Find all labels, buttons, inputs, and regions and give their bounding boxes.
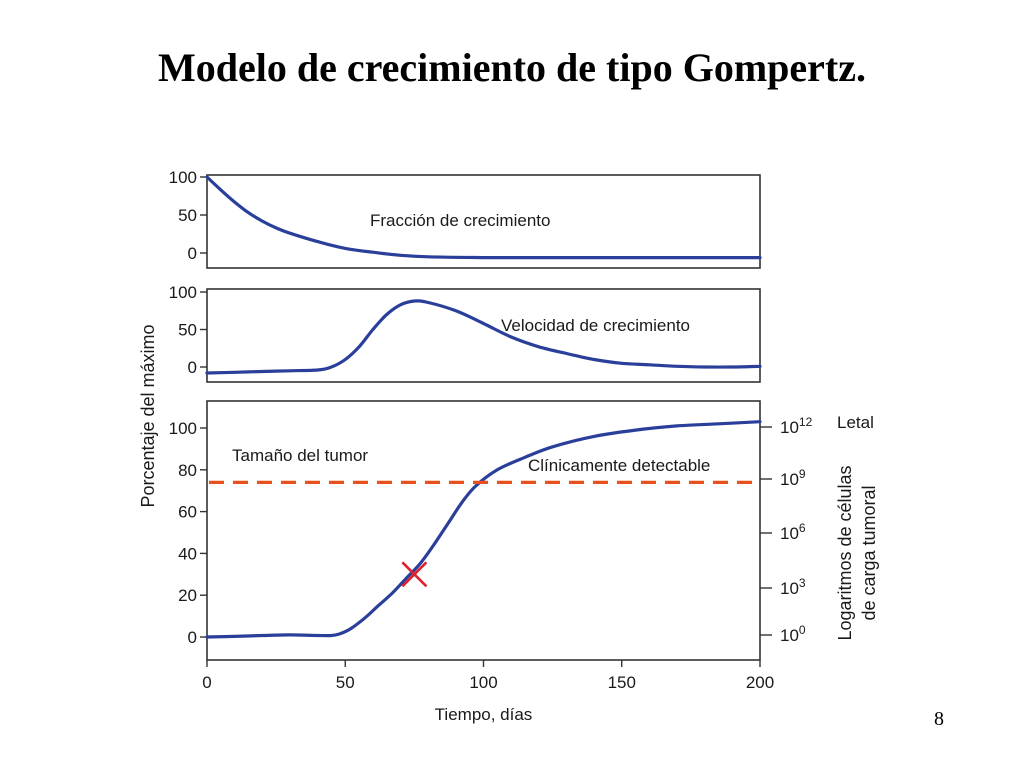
series-line <box>205 420 762 639</box>
y2-tick-label: 103 <box>780 576 806 598</box>
x-axis-label: Tiempo, días <box>435 705 533 724</box>
series-line <box>205 175 762 260</box>
y-tick-label: 0 <box>188 358 197 377</box>
series-label: Fracción de crecimiento <box>370 211 550 230</box>
y2-tick-label: 109 <box>780 467 806 489</box>
y2-tick-label: 1012 <box>780 415 813 437</box>
lethal-label: Letal <box>837 413 874 432</box>
series-line <box>205 299 762 375</box>
y2-tick-label: 106 <box>780 521 806 543</box>
y-tick-label: 60 <box>178 503 197 522</box>
panel-frame <box>206 174 761 269</box>
panel-frame <box>206 288 761 383</box>
slide-number: 8 <box>934 708 944 730</box>
threshold-label: Clínicamente detectable <box>528 456 710 475</box>
x-tick-label: 0 <box>202 673 211 692</box>
y-tick-label: 20 <box>178 586 197 605</box>
x-tick-label: 150 <box>608 673 636 692</box>
y-tick-label: 40 <box>178 544 197 563</box>
page-title: Modelo de crecimiento de tipo Gompertz. <box>158 45 866 90</box>
x-tick-label: 200 <box>746 673 774 692</box>
y-tick-label: 0 <box>188 244 197 263</box>
y-tick-label: 50 <box>178 321 197 340</box>
x-tick-label: 50 <box>336 673 355 692</box>
y-tick-label: 100 <box>169 283 197 302</box>
y2-axis-label: Logaritmos de células de carga tumoral <box>835 465 879 640</box>
y-tick-label: 0 <box>188 628 197 647</box>
y-tick-label: 100 <box>169 419 197 438</box>
panel-top: 100 50 0 Fracción de crecimiento <box>169 168 762 269</box>
panel-frame <box>206 400 761 661</box>
panel-middle: 100 50 0 Velocidad de crecimiento <box>169 283 762 383</box>
y-tick-label: 80 <box>178 461 197 480</box>
chart-title: Tamaño del tumor <box>232 446 368 465</box>
y-axis-label: Porcentaje del máximo <box>138 324 158 507</box>
marker-x <box>401 561 428 588</box>
y2-tick-label: 100 <box>780 623 806 645</box>
y-tick-label: 100 <box>169 168 197 187</box>
series-label: Velocidad de crecimiento <box>501 316 690 335</box>
x-tick-label: 100 <box>469 673 497 692</box>
y-tick-label: 50 <box>178 206 197 225</box>
